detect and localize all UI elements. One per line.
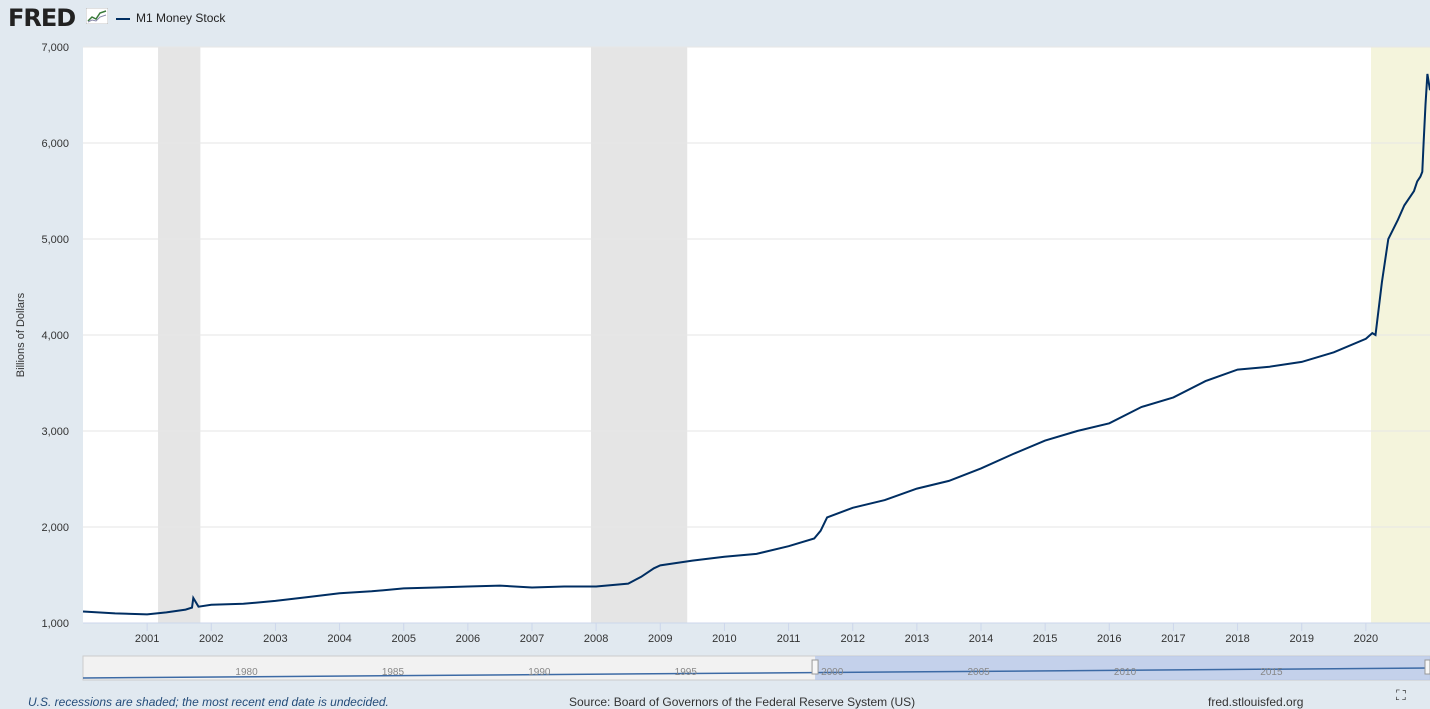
navigator-tick-label: 2005	[967, 667, 990, 678]
y-tick-label: 6,000	[41, 138, 69, 150]
x-tick-label: 2002	[199, 633, 223, 645]
x-tick-label: 2018	[1225, 633, 1249, 645]
source-note: Source: Board of Governors of the Federa…	[569, 695, 916, 709]
x-tick-label: 2006	[456, 633, 480, 645]
navigator-selection[interactable]	[815, 656, 1430, 680]
y-tick-label: 1,000	[41, 618, 69, 630]
fullscreen-icon[interactable]: ⛶	[1396, 687, 1406, 703]
x-tick-label: 2013	[905, 633, 929, 645]
y-tick-label: 4,000	[41, 330, 69, 342]
y-axis: 1,000 2,000 3,000 4,000 5,000 6,000 7,000	[41, 42, 69, 630]
x-tick-label: 2016	[1097, 633, 1121, 645]
x-tick-label: 2008	[584, 633, 608, 645]
x-tick-label: 2003	[263, 633, 287, 645]
x-tick-label: 2015	[1033, 633, 1057, 645]
x-tick-label: 2020	[1354, 633, 1378, 645]
navigator-series	[82, 667, 1430, 679]
fred-logo[interactable]: FRED	[8, 4, 76, 32]
x-tick-label: 2012	[840, 633, 864, 645]
legend-label: M1 Money Stock	[136, 11, 226, 25]
y-tick-label: 3,000	[41, 426, 69, 438]
navigator-tick-label: 1985	[382, 667, 405, 678]
navigator-tick-label: 2015	[1260, 667, 1283, 678]
chart-legend[interactable]: M1 Money Stock	[116, 11, 225, 25]
x-tick-label: 2001	[135, 633, 159, 645]
x-tick-label: 2011	[777, 633, 801, 645]
navigator-tick-label: 2010	[1114, 667, 1137, 678]
x-tick-label: 2009	[648, 633, 672, 645]
x-axis: 2001 2002 2003 2004 2005 2006 2007 2008 2009 2010…	[83, 622, 1430, 645]
navigator-tick-label: 1990	[528, 667, 551, 678]
recession-note: U.S. recessions are shaded; the most rec…	[28, 695, 389, 709]
range-navigator[interactable]: 1980 1985 1990 1995 2000 2005 2010 2015	[82, 655, 1430, 681]
y-tick-label: 5,000	[41, 234, 69, 246]
line-chart[interactable]: 1,000 2,000 3,000 4,000 5,000 6,000 7,000 2001…	[0, 0, 1430, 690]
navigator-handle-right[interactable]	[1424, 659, 1430, 675]
x-tick-label: 2017	[1161, 633, 1185, 645]
navigator-handle-left[interactable]	[811, 659, 819, 675]
site-link[interactable]: fred.stlouisfed.org	[1208, 695, 1304, 709]
navigator-tick-label: 1995	[675, 667, 698, 678]
x-tick-label: 2004	[327, 633, 351, 645]
x-tick-label: 2007	[520, 633, 544, 645]
x-tick-label: 2019	[1289, 633, 1313, 645]
legend-swatch	[116, 17, 130, 20]
x-tick-label: 2014	[969, 633, 993, 645]
series-line-m1[interactable]	[82, 73, 1430, 616]
series-layer	[82, 73, 1430, 616]
navigator-tick-label: 1980	[235, 667, 258, 678]
x-tick-label: 2010	[712, 633, 736, 645]
y-tick-label: 7,000	[41, 42, 69, 54]
navigator-tick-label: 2000	[821, 667, 844, 678]
line-chart-icon	[86, 8, 108, 24]
y-tick-label: 2,000	[41, 522, 69, 534]
y-axis-label: Billions of Dollars	[15, 292, 27, 377]
x-tick-label: 2005	[391, 633, 415, 645]
